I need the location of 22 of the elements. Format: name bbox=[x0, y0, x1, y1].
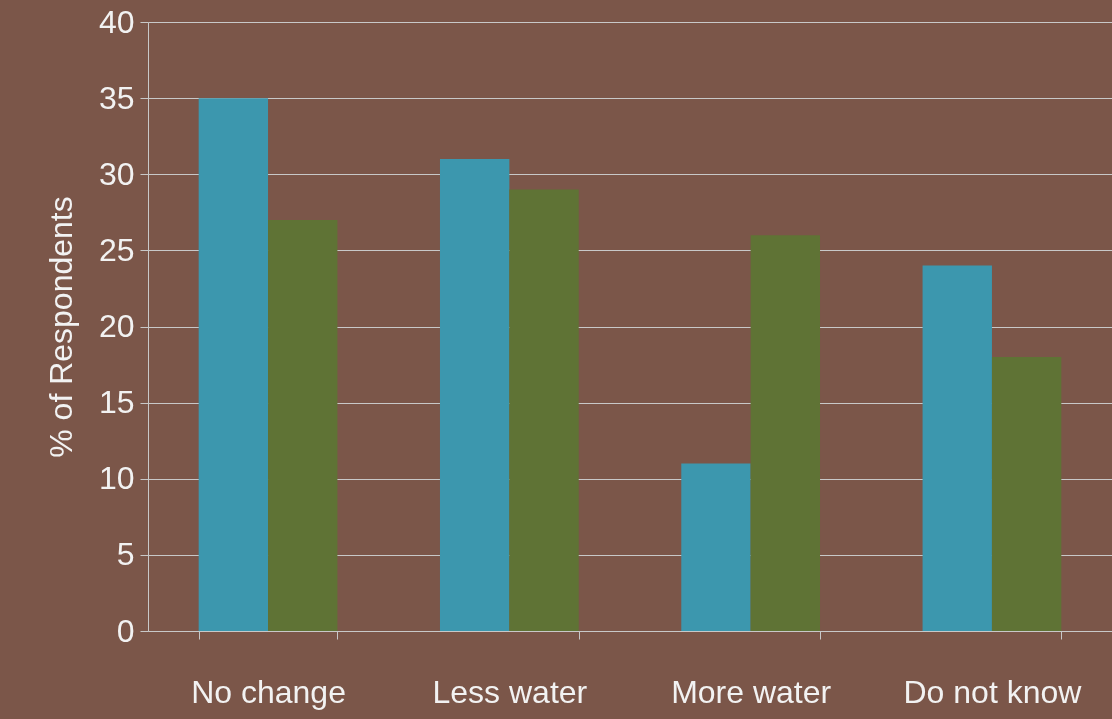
bar bbox=[268, 219, 338, 631]
y-tick-label: 10 bbox=[98, 460, 135, 497]
y-tick-label: 25 bbox=[98, 231, 135, 268]
y-tick-label: 30 bbox=[98, 155, 135, 192]
bar bbox=[991, 356, 1062, 631]
x-tick-label: No change bbox=[191, 673, 346, 710]
y-tick-label: 35 bbox=[98, 79, 135, 116]
y-tick-label: 15 bbox=[98, 384, 135, 421]
bar bbox=[922, 265, 992, 631]
x-tick-label: More water bbox=[671, 673, 832, 710]
y-axis-title: % of Respondents bbox=[42, 196, 79, 458]
x-tick-label: Do not know bbox=[903, 673, 1083, 710]
bar bbox=[198, 98, 269, 631]
y-tick-label: 0 bbox=[116, 612, 135, 649]
x-tick-label: Less water bbox=[432, 673, 588, 710]
y-tick-label: 5 bbox=[116, 536, 135, 573]
bar bbox=[750, 235, 821, 631]
bar bbox=[439, 159, 510, 631]
bar bbox=[681, 463, 751, 631]
bar bbox=[509, 189, 579, 631]
y-tick-label: 20 bbox=[98, 308, 135, 344]
y-tick-label: 40 bbox=[98, 3, 135, 40]
